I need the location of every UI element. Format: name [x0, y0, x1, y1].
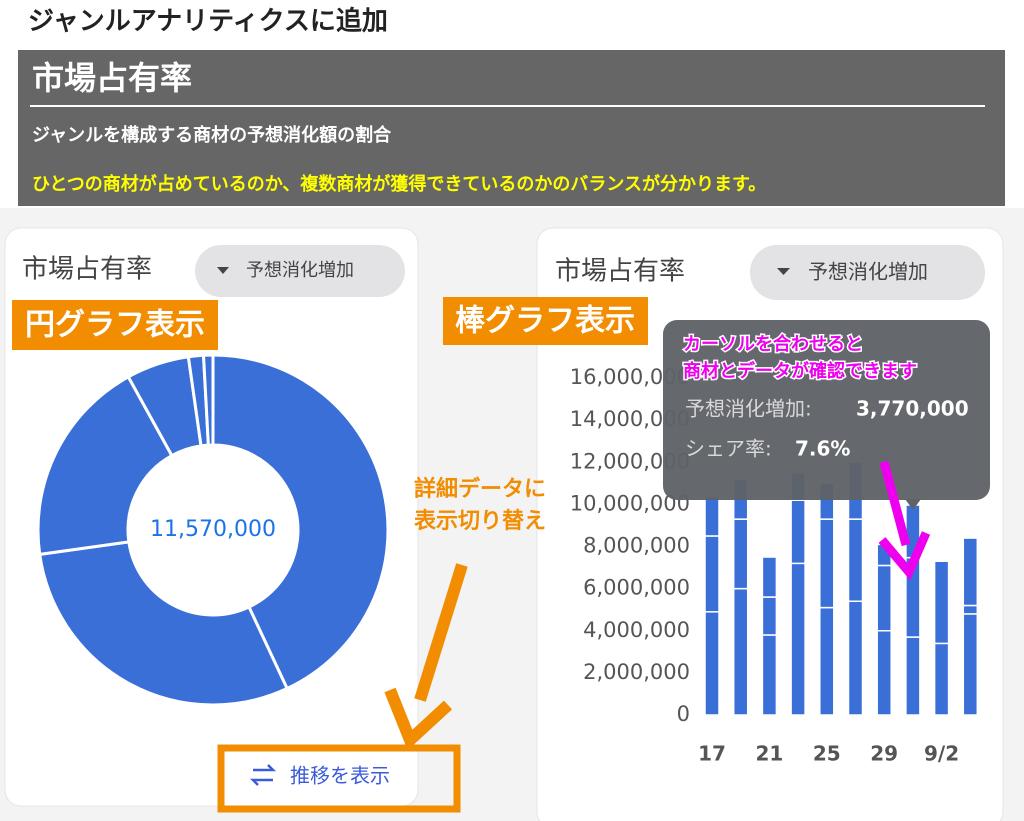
bar-chart: 02,000,0004,000,0006,000,0008,000,00010,…	[570, 365, 979, 766]
tooltip-label: シェア率:	[685, 437, 772, 461]
x-tick-label: 21	[755, 742, 783, 766]
card-title: 市場占有率	[22, 255, 152, 285]
bar-segment	[761, 556, 778, 598]
bar-segment	[732, 518, 749, 590]
donut-segment	[201, 353, 215, 447]
bar-segment	[876, 630, 892, 716]
y-tick-label: 0	[677, 702, 690, 726]
y-tick-label: 8,000,000	[583, 534, 690, 558]
section-title: 市場占有率	[32, 59, 192, 97]
donut-segment	[36, 374, 174, 557]
dropdown[interactable]	[750, 245, 985, 300]
page-title: ジャンルアナリティクスに追加	[28, 6, 388, 37]
toggle-button[interactable]: 推移を表示	[290, 764, 390, 788]
x-tick-label: 29	[870, 742, 898, 766]
bar-segment	[819, 518, 835, 609]
bar-segment	[962, 613, 979, 716]
bar-segment	[819, 606, 835, 716]
arrow-head	[384, 687, 453, 751]
bar-segment	[790, 562, 806, 716]
y-tick-label: 2,000,000	[583, 660, 690, 684]
badge	[443, 297, 648, 345]
bar-segment	[962, 604, 979, 615]
annotation: 商材とデータが確認できます	[683, 360, 917, 382]
bar-segment	[933, 560, 950, 645]
bar-segment	[847, 518, 864, 603]
highlight-box	[217, 744, 461, 813]
bar-segment	[732, 587, 749, 716]
y-tick-label: 4,000,000	[583, 618, 690, 642]
bar-segment	[761, 634, 778, 716]
tooltip-label: 予想消化増加:	[685, 397, 812, 421]
bar-segment	[962, 537, 979, 607]
caret-icon	[777, 268, 790, 275]
bar-segment	[704, 611, 720, 716]
subtitle: ジャンルを構成する商材の予想消化額の割合	[32, 124, 392, 146]
donut-segment	[38, 540, 290, 707]
dropdown[interactable]	[195, 245, 405, 297]
dropdown-label: 予想消化増加	[246, 260, 354, 281]
donut-chart	[36, 353, 390, 707]
bar-segment	[905, 636, 921, 716]
arrow-head	[878, 531, 931, 581]
bar-segment	[790, 499, 806, 565]
annotation: 詳細データに	[414, 476, 546, 502]
bar-segment	[704, 535, 720, 613]
bar-segment	[704, 495, 720, 537]
tooltip-value: 7.6%	[795, 437, 850, 461]
badge-label: 円グラフ表示	[25, 308, 205, 343]
badge	[12, 300, 218, 350]
swap-icon	[249, 764, 277, 786]
bar-segment	[876, 564, 892, 632]
donut-total: 11,570,000	[150, 517, 276, 542]
tooltip	[663, 320, 990, 500]
annotation: カーソルを合わせると	[683, 333, 863, 355]
bar-segment	[761, 596, 778, 636]
x-tick-label: 9/2	[924, 742, 959, 766]
x-tick-label: 25	[813, 742, 841, 766]
tooltip-value: 3,770,000	[856, 397, 969, 421]
arrow	[414, 563, 468, 702]
caret-icon	[217, 267, 229, 274]
bar-segment	[933, 642, 950, 716]
note: ひとつの商材が占めているのか、複数商材が獲得できているのかのバランスが分かります…	[32, 173, 766, 195]
dropdown-label: 予想消化増加	[808, 260, 928, 284]
header-box	[18, 50, 1005, 206]
tooltip-pointer	[905, 499, 921, 510]
donut-segment	[211, 353, 390, 691]
annotation: 表示切り替え	[414, 509, 546, 534]
y-tick-label: 6,000,000	[583, 576, 690, 600]
bar-segment	[847, 600, 864, 716]
badge-label: 棒グラフ表示	[455, 304, 635, 339]
arrow	[879, 460, 911, 547]
card-title: 市場占有率	[555, 257, 685, 287]
x-tick-label: 17	[698, 742, 726, 766]
